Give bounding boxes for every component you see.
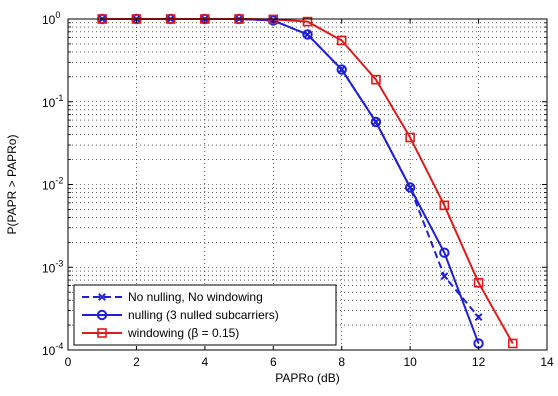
data-point — [336, 64, 347, 75]
x-tick-label: 0 — [65, 355, 72, 369]
x-tick-label: 8 — [338, 355, 345, 369]
data-point — [405, 132, 415, 143]
legend-marker — [98, 293, 106, 301]
x-tick-label: 14 — [540, 355, 554, 369]
x-tick-label: 12 — [472, 355, 486, 369]
data-point — [474, 313, 483, 321]
legend-marker — [96, 309, 108, 321]
legend: No nulling, No windowing nulling (3 nulle… — [73, 284, 337, 346]
y-tick-label: 10-3 — [42, 258, 63, 275]
data-point — [440, 272, 449, 281]
y-tick-label: 10-2 — [42, 176, 63, 193]
data-point — [370, 116, 382, 128]
legend-label: nulling (3 nulled subcarriers) — [128, 308, 279, 322]
data-point — [336, 35, 347, 46]
y-axis-label: P(PAPR > PAPRo) — [5, 135, 19, 235]
data-point — [439, 200, 450, 211]
x-axis-label: PAPRo (dB) — [275, 371, 339, 385]
data-point — [371, 74, 381, 85]
x-tick-label: 4 — [202, 355, 209, 369]
data-point — [302, 29, 313, 40]
x-tick-label: 6 — [270, 355, 277, 369]
x-tick-label: 2 — [133, 355, 140, 369]
data-point — [473, 277, 484, 288]
data-point — [439, 247, 450, 258]
series-0 — [98, 15, 483, 321]
data-point — [302, 16, 313, 27]
y-tick-label: 10-4 — [42, 341, 63, 358]
data-point — [404, 182, 416, 193]
legend-marker — [97, 328, 107, 338]
y-tick-label: 10-1 — [42, 93, 63, 110]
series-line — [102, 18, 480, 318]
data-point — [507, 338, 518, 349]
legend-label: No nulling, No windowing — [128, 290, 263, 304]
y-tick-label: 100 — [42, 10, 60, 27]
legend-label: windowing (β = 0.15) — [127, 326, 239, 340]
x-tick-label: 10 — [403, 355, 417, 369]
